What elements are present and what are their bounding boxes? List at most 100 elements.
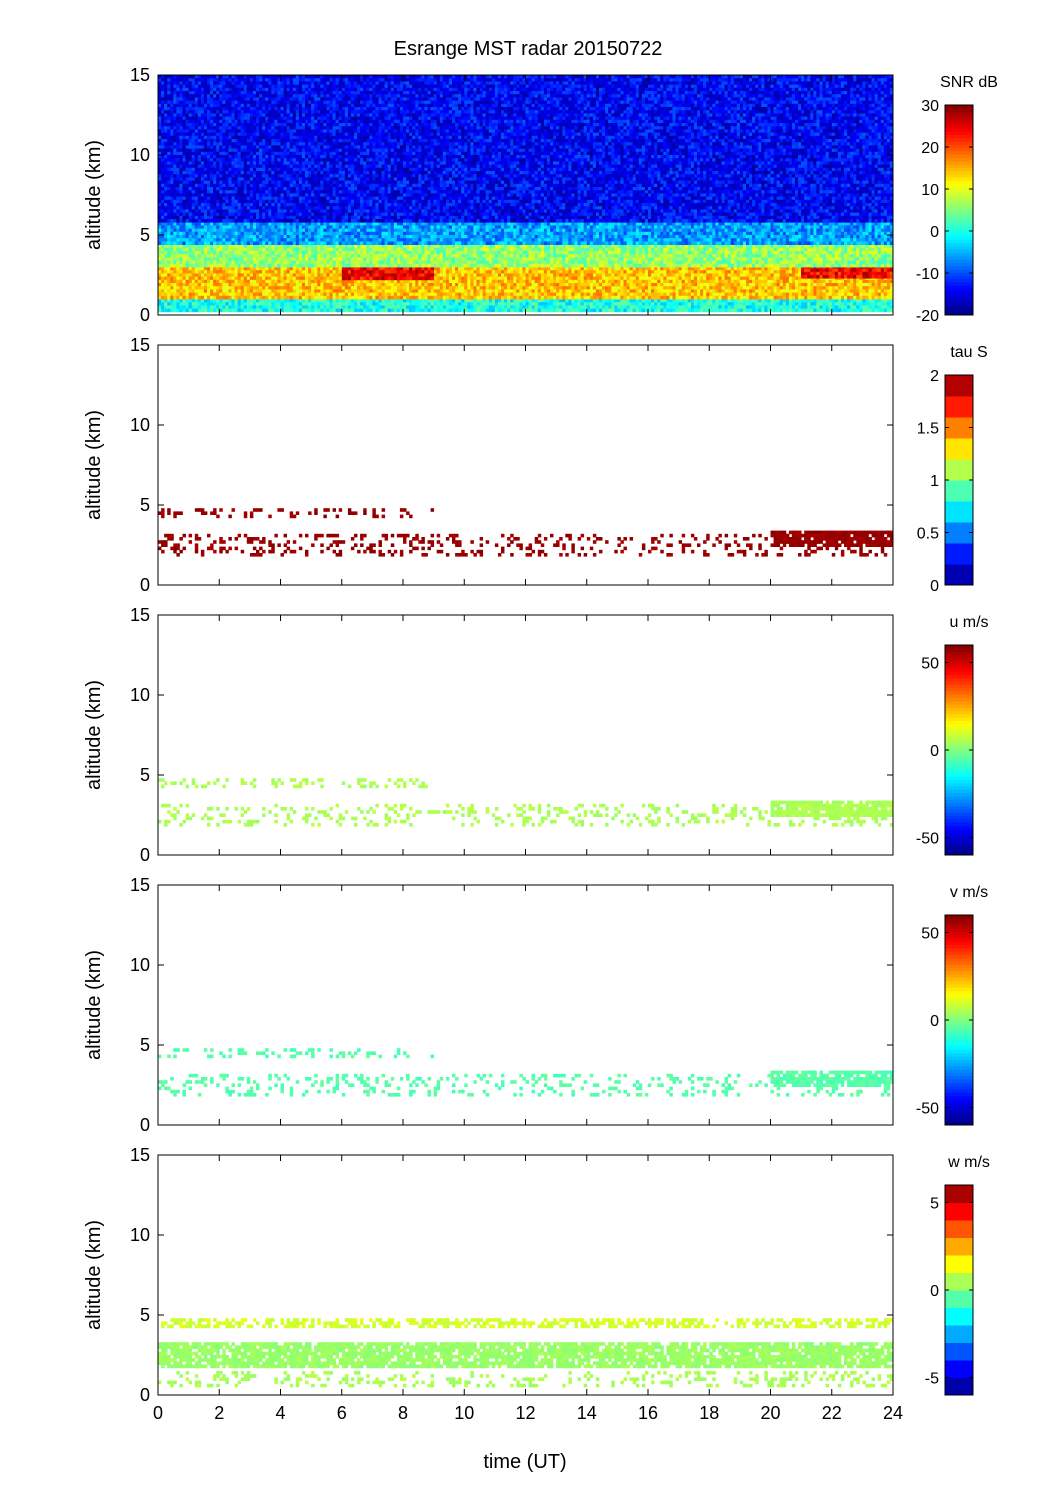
data-cell <box>862 299 866 303</box>
data-cell <box>323 283 327 287</box>
data-cell <box>516 302 520 306</box>
data-cell <box>519 270 523 274</box>
data-cell <box>289 270 294 274</box>
data-cell <box>791 276 796 281</box>
data-cell <box>580 276 585 281</box>
data-cell <box>176 305 180 309</box>
data-cell <box>390 305 395 309</box>
data-cell <box>197 295 202 300</box>
data-cell <box>874 295 879 300</box>
data-cell <box>859 283 863 287</box>
data-cell <box>586 283 591 287</box>
data-cell <box>439 289 444 293</box>
data-cell <box>718 283 722 287</box>
data-cell <box>421 292 425 297</box>
data-cell <box>534 273 539 277</box>
data-cell <box>859 302 863 306</box>
data-cell <box>164 283 168 287</box>
data-cell <box>448 260 453 265</box>
data-cell <box>519 302 523 306</box>
data-cell <box>574 289 578 293</box>
data-cell <box>384 251 389 255</box>
data-cell <box>840 289 845 293</box>
data-cell <box>764 270 768 274</box>
data-cell <box>390 257 395 261</box>
data-cell <box>626 305 631 309</box>
data-cell <box>669 299 673 303</box>
data-cell <box>243 260 248 265</box>
data-cell <box>543 279 548 284</box>
data-cell <box>491 251 496 255</box>
data-cell <box>565 279 569 284</box>
data-cell <box>458 286 462 290</box>
data-cell <box>338 263 343 268</box>
data-cell <box>641 267 646 271</box>
data-cell <box>415 276 419 281</box>
data-cell <box>295 251 300 255</box>
data-cell <box>470 254 474 258</box>
data-cell <box>393 267 398 271</box>
data-cell <box>880 279 885 284</box>
data-cell <box>317 244 321 249</box>
data-cell <box>840 295 845 300</box>
data-cell <box>657 279 661 284</box>
data-cell <box>445 273 450 277</box>
data-cell <box>283 273 288 277</box>
data-cell <box>311 254 315 258</box>
data-cell <box>776 286 781 290</box>
data-cell <box>614 305 618 309</box>
data-cell <box>828 305 833 309</box>
data-cell <box>455 267 459 271</box>
data-cell <box>657 273 661 277</box>
data-cell <box>433 257 438 261</box>
data-cell <box>504 286 508 290</box>
data-cell <box>314 273 318 277</box>
data-cell <box>785 267 790 271</box>
data-cell <box>246 305 251 309</box>
data-cell <box>188 308 193 313</box>
data-cell <box>605 308 609 313</box>
data-cell <box>406 295 410 300</box>
data-cell <box>583 292 588 297</box>
data-cell <box>623 273 627 277</box>
data-cell <box>396 279 401 284</box>
data-cell <box>210 247 214 252</box>
data-cell <box>191 279 196 284</box>
data-cell <box>675 286 680 290</box>
data-cell <box>311 270 315 274</box>
data-cell <box>421 263 425 268</box>
data-cell <box>448 251 453 255</box>
data-cell <box>770 283 774 287</box>
data-cell <box>834 299 839 303</box>
data-cell <box>739 289 744 293</box>
data-cell <box>822 279 827 284</box>
data-cell <box>259 260 263 265</box>
data-cell <box>507 270 511 274</box>
data-cell <box>479 267 484 271</box>
data-cell <box>292 292 297 297</box>
data-cell <box>816 271 820 276</box>
data-cell <box>188 279 193 284</box>
data-cell <box>249 299 254 303</box>
data-cell <box>819 279 823 284</box>
data-cell <box>268 305 272 309</box>
data-cell <box>347 283 352 287</box>
data-cell <box>638 295 643 300</box>
data-cell <box>191 263 196 268</box>
data-cell <box>602 267 606 271</box>
data-cell <box>329 273 333 277</box>
data-cell <box>687 276 692 281</box>
data-cell <box>623 305 627 309</box>
data-cell <box>798 283 802 287</box>
data-cell <box>430 279 435 284</box>
data-cell <box>381 283 386 287</box>
data-cell <box>396 283 401 287</box>
data-cell <box>237 305 242 309</box>
data-cell <box>810 292 814 297</box>
data-cell <box>565 295 569 300</box>
data-cell <box>831 279 836 284</box>
data-cell <box>507 286 511 290</box>
data-cell <box>736 305 741 309</box>
data-cell <box>219 299 223 303</box>
data-cell <box>176 251 180 255</box>
